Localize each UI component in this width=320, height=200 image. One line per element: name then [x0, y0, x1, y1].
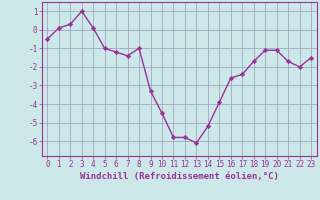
X-axis label: Windchill (Refroidissement éolien,°C): Windchill (Refroidissement éolien,°C): [80, 172, 279, 181]
